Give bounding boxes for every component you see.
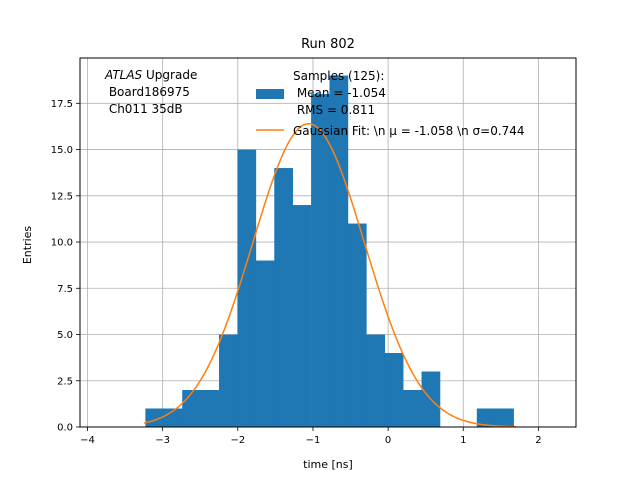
histogram-bar-14 — [403, 390, 422, 427]
histogram-bar-5 — [237, 149, 257, 427]
histogram-bar-0 — [145, 408, 165, 427]
y-axis: 0.0 2.5 5.0 7.5 10.0 12.5 15.0 17.5 — [51, 99, 80, 434]
gaussian-fit-curve — [143, 122, 516, 428]
histogram-bar-11 — [347, 223, 367, 427]
x-axis-label: time [ns] — [303, 458, 353, 471]
annotation-line-2: Board186975 — [105, 85, 190, 99]
annotation-line-1: ATLAS Upgrade — [104, 68, 197, 82]
x-axis: −4 −3 −2 −1 0 1 2 — [80, 427, 542, 446]
plot-frame — [79, 57, 577, 428]
x-tick-label-3: −1 — [306, 435, 321, 446]
legend-histogram-label-1: Samples (125): — [293, 69, 384, 83]
legend-fit-label: Gaussian Fit: \n μ = -1.058 \n σ=0.744 — [293, 124, 525, 138]
y-tick-label-0: 0.0 — [57, 423, 73, 434]
plot-area — [79, 57, 577, 428]
legend-histogram-label-3: RMS = 0.811 — [293, 103, 375, 117]
histogram-bar-8 — [292, 205, 312, 427]
legend: Samples (125): Mean = -1.054 RMS = 0.811… — [256, 69, 525, 138]
y-tick-label-2: 5.0 — [57, 330, 73, 341]
histogram-bar-10 — [329, 75, 349, 428]
gaussian-fit-line — [143, 122, 516, 428]
histogram-bar-3 — [200, 390, 220, 427]
histogram-bar-2 — [182, 390, 201, 427]
x-tick-label-2: −2 — [230, 435, 245, 446]
x-tick-label-1: −3 — [155, 435, 170, 446]
legend-histogram-label-2: Mean = -1.054 — [293, 86, 386, 100]
y-tick-label-5: 12.5 — [51, 191, 73, 202]
histogram-bar-19 — [495, 408, 514, 427]
x-tick-label-4: 0 — [385, 435, 391, 446]
histogram-bar-12 — [366, 334, 386, 427]
histogram-bar-6 — [255, 260, 275, 427]
annotation-upgrade: Upgrade — [146, 68, 197, 82]
y-tick-label-7: 17.5 — [51, 99, 73, 110]
atlas-annotation: ATLAS Upgrade Board186975 Ch011 35dB — [104, 68, 197, 116]
histogram-bar-7 — [274, 168, 293, 428]
histogram-bar-9 — [311, 94, 330, 427]
atlas-italic: ATLAS — [104, 68, 143, 82]
y-tick-label-3: 7.5 — [57, 284, 73, 295]
x-tick-label-5: 1 — [460, 435, 466, 446]
x-tick-label-6: 2 — [535, 435, 541, 446]
y-tick-label-1: 2.5 — [57, 376, 73, 387]
legend-histogram-swatch — [256, 89, 284, 99]
annotation-line-3: Ch011 35dB — [105, 102, 183, 116]
y-axis-label: Entries — [21, 226, 34, 265]
y-tick-label-6: 15.0 — [51, 145, 73, 156]
histogram-bars — [145, 75, 514, 428]
chart-title: Run 802 — [301, 37, 355, 52]
histogram-bar-18 — [476, 408, 496, 427]
histogram-bar-4 — [219, 334, 238, 427]
histogram-bar-13 — [384, 353, 404, 427]
x-tick-label-0: −4 — [80, 435, 95, 446]
y-tick-label-4: 10.0 — [51, 238, 73, 249]
